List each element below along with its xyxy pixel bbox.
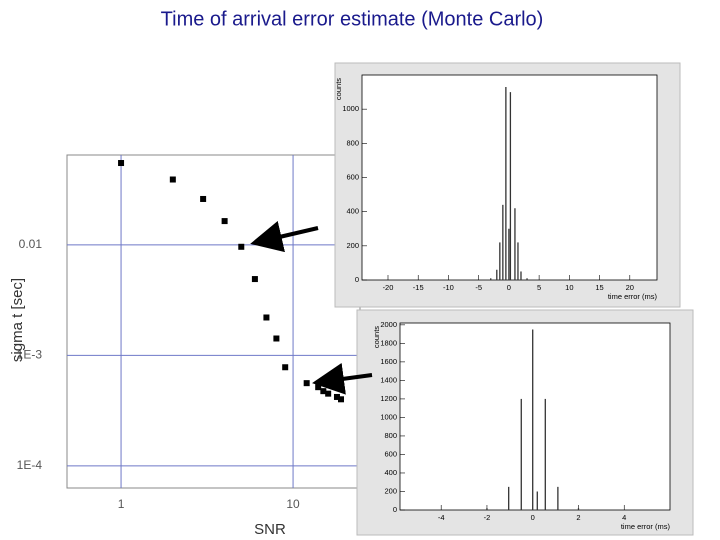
point bbox=[169, 176, 176, 183]
x-axis-label: time error (ms) bbox=[621, 522, 671, 531]
y-tick-label: 800 bbox=[384, 431, 397, 440]
point bbox=[325, 390, 332, 397]
x-tick-label: -4 bbox=[438, 513, 445, 522]
plot-area bbox=[399, 322, 671, 511]
y-tick-label: 400 bbox=[346, 207, 359, 216]
x-tick-label: -2 bbox=[484, 513, 491, 522]
y-tick-label: 200 bbox=[384, 486, 397, 495]
y-tick-label: 800 bbox=[346, 138, 359, 147]
y-tick-label: 600 bbox=[346, 172, 359, 181]
x-axis-label: time error (ms) bbox=[608, 292, 658, 301]
plot-area bbox=[66, 154, 361, 489]
x-tick-label: -20 bbox=[383, 283, 394, 292]
x-tick-label: 15 bbox=[595, 283, 603, 292]
y-tick-label: 1600 bbox=[380, 357, 397, 366]
x-tick-label: 0 bbox=[531, 513, 535, 522]
y-tick-label: 400 bbox=[384, 468, 397, 477]
x-tick-label: 5 bbox=[537, 283, 541, 292]
point bbox=[303, 380, 310, 387]
point bbox=[333, 393, 340, 400]
x-axis-label: SNR bbox=[254, 521, 286, 538]
y-tick-label: 1E-3 bbox=[17, 347, 43, 361]
x-tick-label: 1 bbox=[118, 497, 125, 511]
point bbox=[338, 396, 345, 403]
x-tick-label: -15 bbox=[413, 283, 424, 292]
x-tick-label: -10 bbox=[443, 283, 454, 292]
arrow bbox=[250, 220, 319, 253]
point bbox=[118, 160, 125, 167]
point bbox=[273, 335, 280, 342]
y-tick-label: 1000 bbox=[342, 104, 359, 113]
y-tick-label: 1200 bbox=[380, 394, 397, 403]
x-tick-label: 0 bbox=[507, 283, 511, 292]
point bbox=[238, 243, 245, 250]
x-tick-label: -5 bbox=[475, 283, 482, 292]
y-tick-label: 600 bbox=[384, 449, 397, 458]
x-tick-label: 20 bbox=[626, 283, 634, 292]
y-tick-label: 1000 bbox=[380, 412, 397, 421]
y-tick-label: 1800 bbox=[380, 338, 397, 347]
y-tick-label: 2000 bbox=[380, 320, 397, 329]
y-tick-label: 1400 bbox=[380, 375, 397, 384]
x-tick-label: 4 bbox=[622, 513, 626, 522]
point bbox=[200, 195, 207, 202]
point bbox=[315, 384, 322, 391]
y-axis-label: sigma t [sec] bbox=[9, 278, 26, 362]
chart: 0 200 400 600 800 1000 1200 1400 1600 1800 2000 -4 -… bbox=[356, 309, 694, 536]
chart: 0 200 400 600 800 1000 -20 -15 -10 -5 0 5 10 15 20time… bbox=[334, 62, 681, 308]
point bbox=[251, 276, 258, 283]
y-tick-label: 1E-4 bbox=[17, 458, 43, 472]
x-tick-label: 10 bbox=[286, 497, 300, 511]
arrow bbox=[312, 362, 373, 395]
slide-title: Time of arrival error estimate (Monte Ca… bbox=[161, 8, 544, 30]
y-tick-label: 0 bbox=[355, 275, 359, 284]
point bbox=[282, 364, 289, 371]
x-tick-label: 2 bbox=[576, 513, 580, 522]
x-tick-label: 10 bbox=[565, 283, 573, 292]
point bbox=[263, 314, 270, 321]
y-axis-label: counts bbox=[372, 326, 381, 348]
y-tick-label: 0 bbox=[393, 505, 397, 514]
y-axis-label: counts bbox=[334, 78, 343, 100]
point bbox=[221, 218, 228, 225]
y-tick-label: 200 bbox=[346, 241, 359, 250]
y-tick-label: 0.01 bbox=[19, 237, 43, 251]
